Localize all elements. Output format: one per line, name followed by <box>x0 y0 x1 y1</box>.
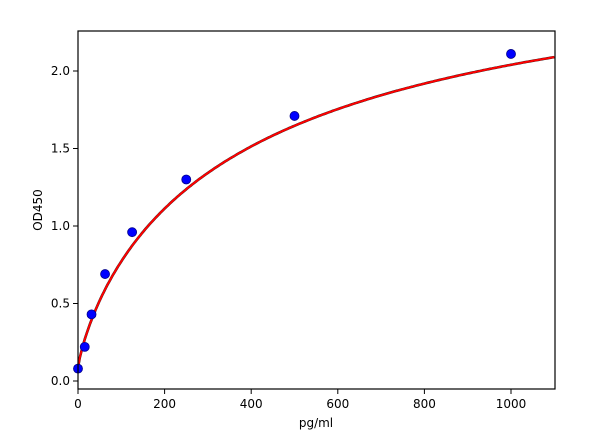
plot-area <box>73 30 556 390</box>
fit-curve-shadow <box>76 55 555 369</box>
x-axis-ticks: 0 200 400 600 800 1000 <box>74 389 526 411</box>
data-point <box>127 227 138 238</box>
plot-frame <box>77 30 556 390</box>
data-point <box>181 174 192 185</box>
data-point <box>289 111 300 121</box>
y-tick-label: 0.0 <box>51 374 70 388</box>
data-point <box>79 341 90 352</box>
y-axis-ticks: 0.0 0.5 1.0 1.5 2.0 <box>51 64 78 388</box>
x-tick-label: 1000 <box>496 397 527 411</box>
y-axis-label: OD450 <box>31 189 45 231</box>
data-point <box>86 309 97 320</box>
y-tick-label: 2.0 <box>51 64 70 78</box>
y-tick-label: 0.5 <box>51 297 70 311</box>
x-axis-label: pg/ml <box>299 416 333 430</box>
fit-curve <box>76 55 555 369</box>
x-tick-label: 600 <box>326 397 349 411</box>
x-tick-label: 400 <box>240 397 263 411</box>
data-points <box>73 49 516 374</box>
fit-curve-line <box>77 56 555 368</box>
data-point <box>100 269 110 279</box>
x-tick-label: 200 <box>153 397 176 411</box>
data-point <box>506 49 516 59</box>
x-tick-label: 0 <box>74 397 82 411</box>
y-tick-label: 1.5 <box>51 142 70 156</box>
y-tick-label: 1.0 <box>51 219 70 233</box>
x-tick-label: 800 <box>413 397 436 411</box>
